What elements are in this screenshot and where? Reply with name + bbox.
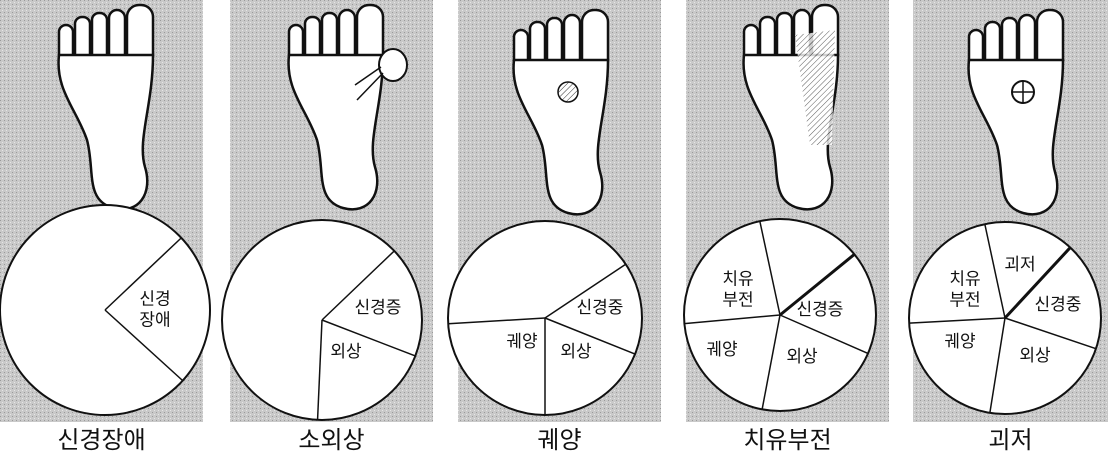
pie-label: 괴저	[1004, 255, 1035, 275]
pie-divider	[779, 253, 856, 317]
pie-label: 신경중	[1035, 295, 1082, 315]
pie-divider	[448, 317, 546, 325]
ulcer	[557, 81, 579, 103]
pie-divider	[104, 309, 184, 382]
pointer	[354, 66, 384, 101]
pie-divider	[984, 223, 1006, 319]
pie-divider	[544, 317, 636, 355]
pie-divider	[1003, 246, 1072, 320]
pie-label: 장애	[139, 311, 170, 331]
panel-caption: 치유부전	[743, 426, 831, 454]
pie-label: 부전	[722, 291, 753, 311]
pie-label: 궤양	[506, 332, 537, 352]
panel-caption: 신경장애	[57, 426, 145, 454]
unhealed-area	[795, 30, 835, 145]
pie-divider	[684, 314, 781, 325]
pie-divider	[759, 220, 781, 316]
pie-divider	[321, 250, 395, 321]
pie-divider	[779, 314, 869, 355]
pie-label: 외상	[330, 342, 362, 362]
pie-divider	[989, 317, 1006, 413]
pie-divider	[104, 237, 182, 311]
pie-label: 치유	[949, 270, 980, 290]
pie-label: 부전	[949, 291, 980, 311]
pie-divider	[761, 314, 781, 410]
pie-label: 치유	[722, 270, 753, 290]
pie-divider	[909, 317, 1006, 324]
pie-divider	[1004, 317, 1097, 350]
pie-label: 궤양	[944, 332, 975, 352]
panel-caption: 궤양	[537, 426, 581, 454]
panel-caption: 괴저	[988, 426, 1032, 454]
pie-label: 궤양	[706, 340, 737, 360]
pie-label: 신경	[139, 290, 170, 310]
pie-label: 신경증	[797, 300, 844, 320]
pie-divider	[321, 319, 416, 357]
pie-label: 신경중	[577, 298, 624, 318]
gangrene-cross	[1012, 81, 1034, 103]
panel-caption: 소외상	[298, 426, 364, 454]
pie-label: 신경증	[355, 298, 402, 318]
pie-divider	[316, 319, 323, 420]
pie-label: 외상	[1019, 346, 1051, 366]
pie-label: 외상	[560, 342, 592, 362]
pie-label: 외상	[786, 347, 818, 367]
pie-divider	[544, 263, 627, 319]
lesion	[378, 48, 408, 82]
